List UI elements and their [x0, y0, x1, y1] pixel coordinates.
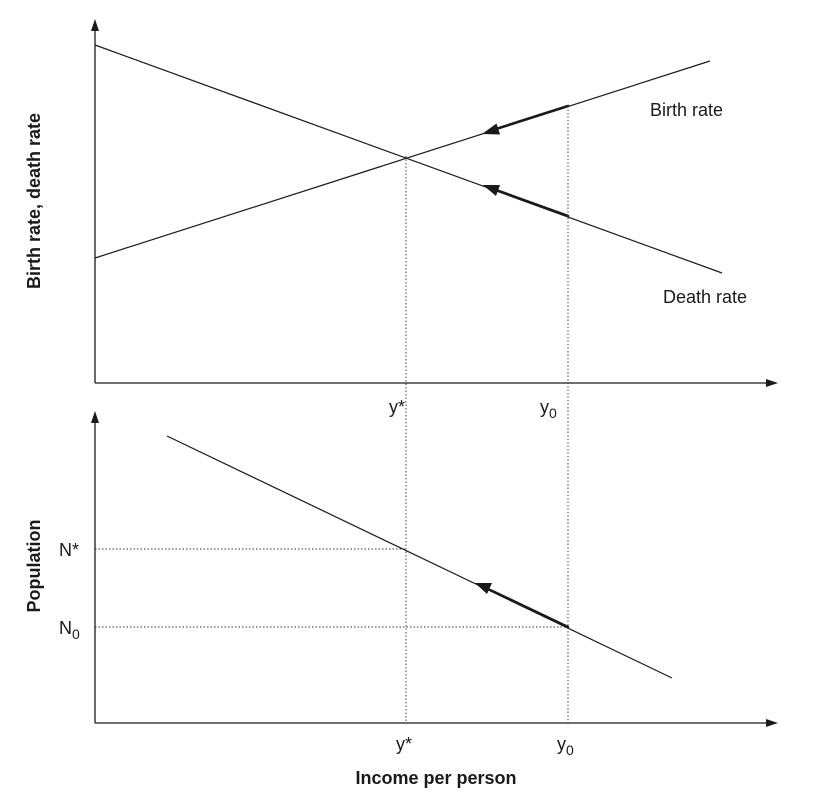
bottom-tick-n-zero-sub: 0 [72, 626, 80, 642]
top-tick-y-zero-sub: 0 [549, 405, 557, 421]
bottom-tick-y-zero-sub: 0 [566, 742, 574, 758]
bottom-x-axis-title: Income per person [355, 768, 516, 788]
population-line [166, 435, 673, 679]
top-y-axis-title: Birth rate, death rate [24, 113, 44, 289]
death-rate-movement-arrowhead [483, 185, 500, 196]
top-tick-y-zero: y0 [540, 397, 557, 421]
bottom-tick-y-star-base: y* [396, 734, 412, 754]
population-movement-arrow [486, 587, 570, 629]
top-y-axis-arrow [91, 19, 99, 31]
bottom-y-axis-arrow [91, 411, 99, 423]
bottom-tick-y-zero-base: y [557, 734, 566, 754]
top-tick-y-star: y* [389, 397, 405, 417]
birth-rate-movement-arrow [494, 104, 570, 131]
birth-rate-line [94, 60, 711, 259]
bottom-y-axis-title: Population [24, 520, 44, 613]
bottom-tick-y-star: y* [396, 734, 412, 754]
bottom-x-axis-arrow [766, 719, 778, 727]
death-rate-label: Death rate [663, 287, 747, 307]
top-tick-y-star-base: y* [389, 397, 405, 417]
bottom-tick-n-zero: N0 [59, 618, 80, 642]
top-x-axis-arrow [766, 379, 778, 387]
top-panel: Birth rate Death rate Birth rate, death … [24, 19, 778, 421]
population-movement-arrowhead [475, 583, 492, 594]
birth-rate-movement-arrowhead [482, 123, 500, 135]
bottom-tick-n-star: N* [59, 540, 79, 560]
bottom-tick-n-zero-base: N [59, 618, 72, 638]
birth-rate-label: Birth rate [650, 100, 723, 120]
bottom-tick-y-zero: y0 [557, 734, 574, 758]
top-tick-y-zero-base: y [540, 397, 549, 417]
death-rate-movement-arrow [494, 188, 570, 218]
bottom-panel: N* N0 Population y* y0 Income per person [24, 411, 778, 788]
bottom-tick-n-star-base: N* [59, 540, 79, 560]
death-rate-line [94, 44, 723, 274]
